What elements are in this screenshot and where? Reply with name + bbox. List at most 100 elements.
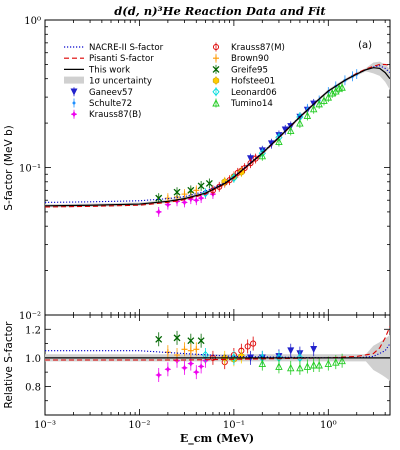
data-point — [247, 160, 254, 167]
legend-label: Hofstee01 — [231, 77, 275, 87]
legend-item: Tumino14 — [212, 98, 273, 109]
data-point — [324, 359, 333, 368]
legend-marker — [70, 88, 78, 96]
data-point — [338, 356, 346, 365]
data-point — [309, 360, 318, 369]
legend-item: 1σ uncertainty — [64, 76, 152, 87]
legend-item: This work — [64, 65, 130, 75]
legend-item: Brown90 — [213, 53, 269, 64]
data-point — [332, 358, 340, 366]
data-point — [309, 104, 318, 113]
data-point — [216, 183, 223, 190]
legend-label: Schulte72 — [89, 99, 132, 109]
data-point — [155, 194, 163, 202]
y-tick-label: 1.2 — [25, 325, 41, 336]
data-point — [187, 337, 195, 345]
panel-tag: (a) — [358, 40, 372, 51]
y-tick-label: 10⁰ — [24, 16, 41, 27]
legend-marker — [212, 65, 220, 73]
legend-marker — [212, 77, 220, 85]
legend-item: Ganeev57 — [70, 87, 133, 98]
legend-label: Brown90 — [231, 54, 269, 64]
data-point — [180, 364, 189, 372]
y-tick-label: 10⁻² — [19, 311, 41, 322]
legend-label: 1σ uncertainty — [89, 77, 152, 87]
data-point — [181, 346, 188, 353]
data-point — [201, 350, 210, 360]
legend-label: NACRE-II S-factor — [89, 43, 164, 53]
ratio-plot-area — [45, 326, 390, 382]
data-point — [303, 362, 312, 370]
data-point — [287, 126, 295, 135]
data-point — [192, 196, 200, 204]
legend-marker — [212, 98, 220, 107]
data-point — [187, 347, 194, 354]
legend-label: Pisanti S-factor — [89, 54, 154, 64]
data-point — [244, 343, 251, 350]
y-axis-label-main: S-factor (MeV b) — [3, 125, 15, 210]
legend-item: Krauss87(M) — [212, 42, 285, 53]
x-tick-label: 10⁻¹ — [223, 420, 245, 431]
uncertainty-band — [45, 61, 390, 208]
data-point — [192, 368, 200, 376]
data-point — [197, 337, 205, 345]
legend-label: Leonard06 — [231, 88, 277, 98]
legend-label: This work — [88, 65, 130, 75]
y-tick-label: 0.8 — [25, 382, 41, 393]
chart-title: d(d, n)³He Reaction Data and Fit — [114, 4, 326, 18]
main-plot-frame — [44, 19, 391, 316]
legend-item: Greife95 — [212, 64, 268, 75]
data-point — [250, 340, 257, 347]
legend-label: Krauss87(M) — [231, 43, 285, 53]
data-point — [241, 165, 248, 172]
legend-swatch — [64, 76, 84, 84]
data-point — [193, 346, 200, 353]
legend-label: Ganeev57 — [89, 88, 133, 98]
data-point — [164, 365, 172, 373]
x-tick-label: 10⁻² — [128, 420, 150, 431]
data-point — [164, 201, 172, 209]
data-point — [197, 194, 205, 202]
series-line — [45, 63, 390, 208]
data-point — [197, 182, 205, 190]
x-axis-label: E_cm (MeV) — [180, 432, 254, 446]
legend-marker — [212, 43, 220, 51]
data-point — [296, 119, 304, 127]
y-axis-label-ratio: Relative S-factor — [3, 321, 15, 409]
legend-item: Pisanti S-factor — [64, 54, 154, 64]
data-point — [173, 188, 181, 196]
legend-marker — [212, 87, 220, 96]
data-point — [155, 208, 163, 216]
legend-marker — [213, 55, 219, 62]
data-point — [275, 362, 283, 370]
data-point — [275, 137, 283, 145]
data-point — [252, 155, 259, 162]
data-point — [187, 186, 195, 194]
data-point — [180, 198, 189, 207]
legend-item: Leonard06 — [212, 87, 277, 98]
y-tick-label: 10⁻¹ — [19, 164, 41, 175]
legend-item: NACRE-II S-factor — [64, 43, 164, 53]
data-point — [187, 359, 195, 368]
data-point — [287, 363, 295, 372]
data-point — [155, 371, 163, 379]
data-point — [155, 335, 163, 343]
data-point — [315, 360, 323, 369]
legend-item: Krauss87(B) — [70, 109, 141, 120]
data-point — [303, 111, 312, 120]
y-tick-label: 1.0 — [25, 354, 41, 365]
series-line — [45, 67, 390, 207]
data-point — [338, 83, 346, 91]
legend-marker — [70, 110, 78, 118]
data-point — [310, 345, 318, 353]
data-point — [173, 334, 181, 342]
main-plot-area — [45, 61, 390, 217]
legend-item: Schulte72 — [72, 98, 132, 109]
data-point — [197, 362, 205, 371]
data-point — [315, 99, 323, 108]
legend-item: Hofstee01 — [212, 76, 275, 87]
legend-marker — [72, 101, 76, 105]
x-tick-label: 10⁰ — [320, 420, 337, 431]
data-point — [258, 359, 267, 368]
